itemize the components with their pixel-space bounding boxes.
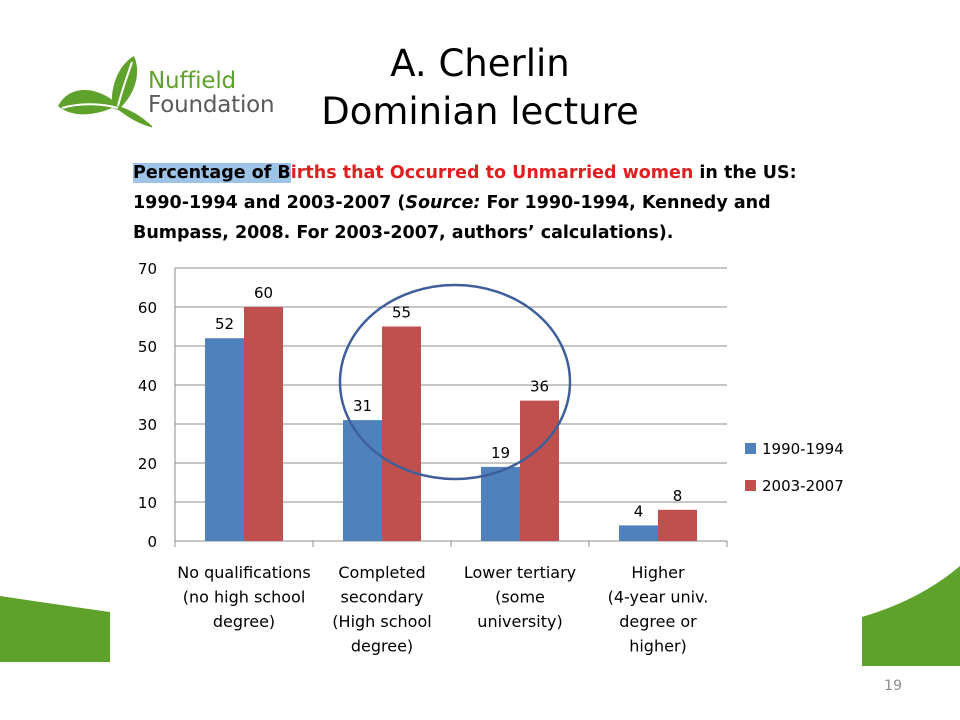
bar	[481, 466, 520, 541]
y-tick-label: 60	[138, 299, 157, 317]
y-tick-label: 0	[147, 533, 157, 551]
x-tick-label-line: secondary	[341, 588, 424, 607]
data-label: 60	[254, 284, 273, 302]
data-label: 4	[634, 502, 644, 520]
y-tick-label: 20	[138, 455, 157, 473]
bar	[658, 509, 697, 541]
x-tick-label-line: degree)	[213, 612, 275, 631]
data-label: 36	[530, 378, 549, 396]
caption-highlighted-text: Percentage of B	[133, 163, 291, 183]
nuffield-foundation-logo: Nuffield Foundation	[52, 50, 282, 140]
chart-caption: Percentage of Births that Occurred to Un…	[133, 158, 823, 248]
right-green-shape	[862, 566, 960, 666]
y-tick-label: 30	[138, 416, 157, 434]
y-tick-label: 50	[138, 338, 157, 356]
y-tick-label: 70	[138, 260, 157, 278]
data-label: 52	[215, 315, 234, 333]
y-tick-label: 10	[138, 494, 157, 512]
legend-label: 1990-1994	[762, 440, 844, 458]
slide-title-line2: Dominian lecture	[321, 90, 639, 133]
x-tick-label-line: higher)	[629, 637, 687, 656]
x-tick-label-line: (4-year univ.	[608, 588, 709, 607]
legend-swatch	[745, 480, 756, 491]
legend-swatch	[745, 443, 756, 454]
bar	[205, 338, 244, 541]
slide-number: 19	[884, 678, 902, 694]
x-tick-label-line: degree)	[351, 637, 413, 656]
caption-text: in the US: 1990-1994 and 2003-2007 (	[133, 163, 797, 213]
x-tick-label-line: Higher	[631, 563, 685, 582]
left-green-shape	[0, 596, 110, 662]
y-tick-label: 40	[138, 377, 157, 395]
x-tick-label-line: Lower tertiary	[464, 563, 576, 582]
caption-red-text: irths that Occurred to Unmarried women	[290, 163, 694, 183]
x-tick-label-line: (High school	[332, 612, 431, 631]
bar	[382, 326, 421, 541]
x-tick-label-line: Completed	[338, 563, 425, 582]
x-tick-label-line: No qualifications	[177, 563, 311, 582]
slide-title-line1: A. Cherlin	[390, 42, 570, 85]
bar	[244, 307, 283, 541]
caption-source-text: For 1990-1994, Kennedy and Bumpass, 2008…	[133, 193, 771, 243]
logo-text-line2: Foundation	[148, 92, 275, 118]
x-tick-label-line: (some	[495, 588, 545, 607]
caption-source-label: Source:	[405, 193, 481, 213]
data-label: 8	[673, 487, 683, 505]
x-tick-label: Completed secondary (High school degree)	[332, 563, 431, 656]
legend-label: 2003-2007	[762, 477, 844, 495]
data-label: 31	[353, 397, 372, 415]
slide-title: A. Cherlin Dominian lecture	[0, 40, 960, 136]
x-tick-label-line: university)	[477, 612, 562, 631]
bar	[619, 525, 658, 541]
x-tick-label-line: (no high school	[183, 588, 306, 607]
x-tick-label: Lower tertiary (some university)	[464, 563, 576, 631]
data-label: 19	[491, 444, 510, 462]
data-label: 55	[392, 304, 411, 322]
logo-text-line1: Nuffield	[148, 68, 236, 94]
annotation-circle	[338, 283, 572, 481]
bar	[520, 400, 559, 541]
x-tick-label-line: degree or	[619, 612, 697, 631]
leaf-logo-icon	[58, 56, 152, 128]
x-tick-label: No qualifications (no high school degree)	[177, 563, 311, 631]
x-tick-label: Higher (4-year univ. degree or higher)	[608, 563, 709, 656]
